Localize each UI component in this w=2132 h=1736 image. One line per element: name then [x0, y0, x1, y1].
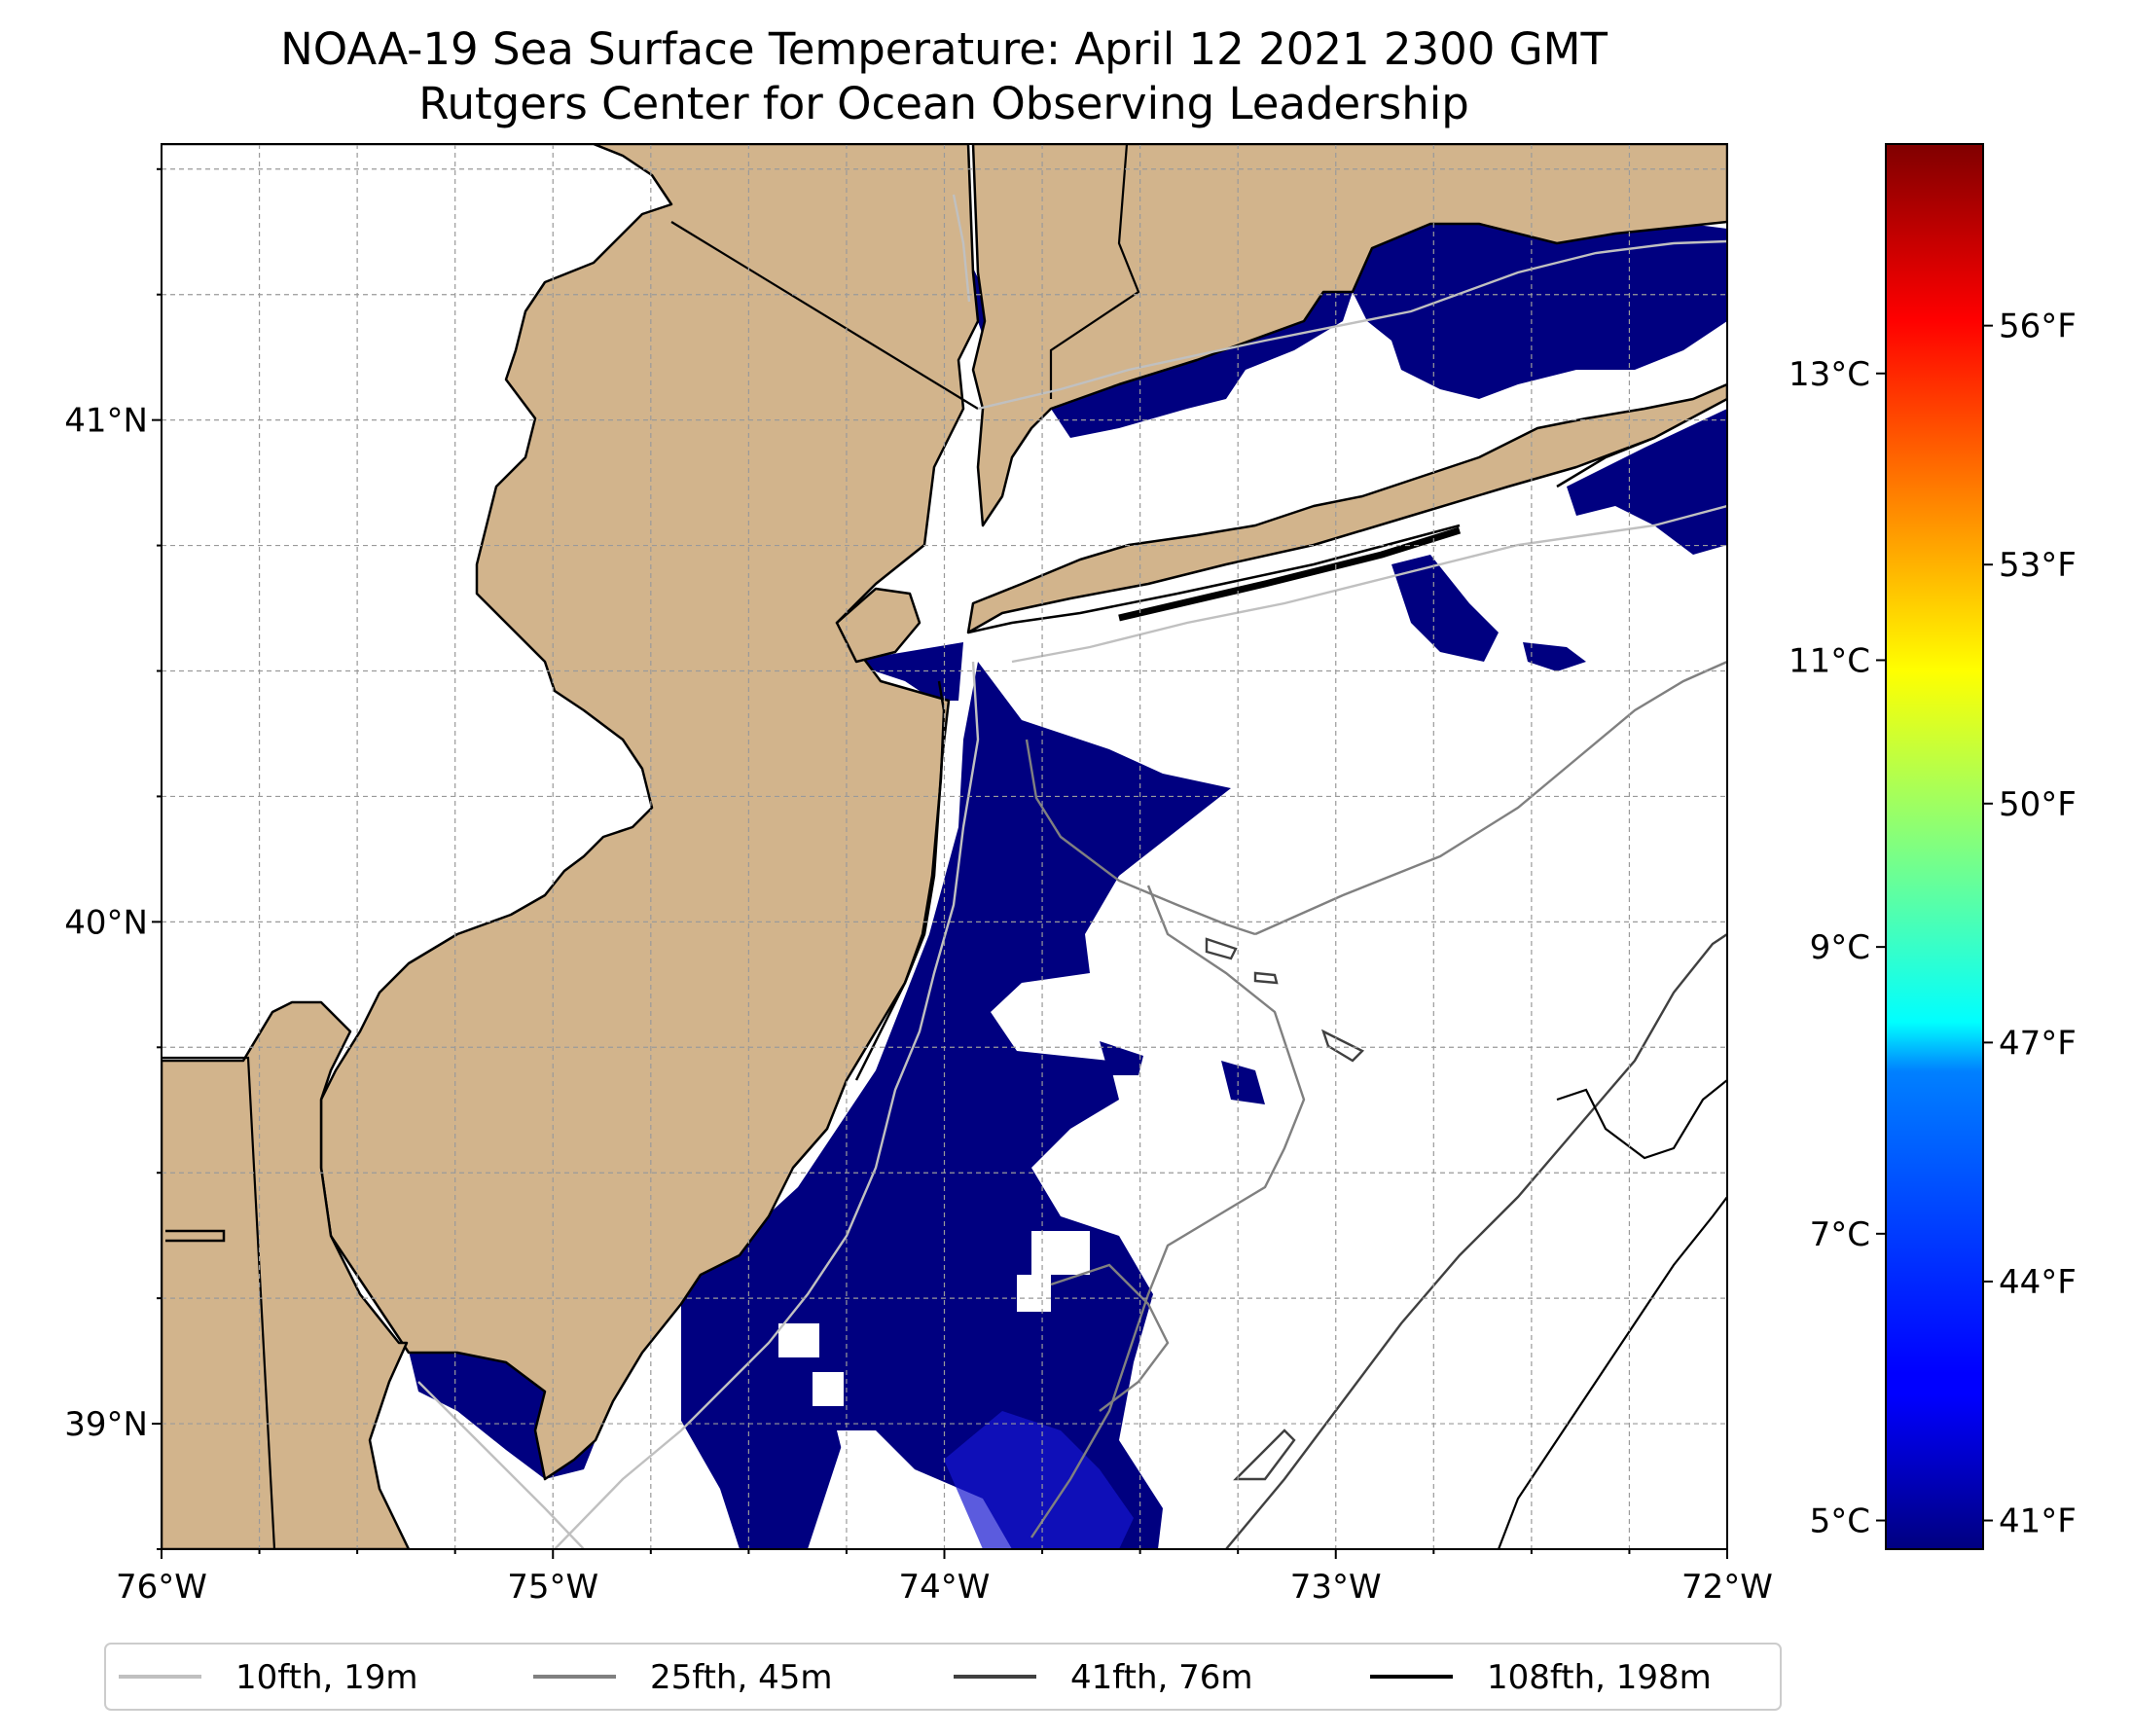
latitude-axis: 39°N 40°N 41°N — [64, 167, 162, 1550]
x-tick-label: 73°W — [1290, 1568, 1382, 1607]
colorbar: 5°C 7°C 9°C 11°C 13°C 41°F 44°F 47°F 50°F 53°F 56… — [1789, 143, 2077, 1550]
legend: 10fth, 19m 25fth, 45m 41fth, 76m 108fth, 19… — [104, 1643, 1782, 1711]
fahrenheit-tick-label: 53°F — [1999, 546, 2077, 585]
long-island-sound-cold-water — [1051, 292, 1353, 438]
warmer-sst-patch — [944, 1411, 1134, 1549]
y-tick-label: 39°N — [64, 1405, 148, 1444]
y-tick-label: 40°N — [64, 903, 148, 942]
fahrenheit-tick-label: 56°F — [1999, 307, 2077, 346]
legend-box — [104, 1643, 1782, 1711]
fahrenheit-tick-label: 44°F — [1999, 1263, 2077, 1302]
celsius-tick-label: 13°C — [1789, 355, 1870, 394]
celsius-tick-label: 11°C — [1789, 641, 1870, 680]
bathymetry-25fth — [1025, 660, 1727, 1538]
celsius-tick-label: 5°C — [1810, 1502, 1870, 1541]
colorbar-fahrenheit-axis: 41°F 44°F 47°F 50°F 53°F 56°F — [1983, 307, 2077, 1541]
x-tick-label: 75°W — [507, 1568, 598, 1607]
bathymetry-10fth — [417, 194, 1727, 1549]
offshore-patch-4 — [1221, 1061, 1265, 1104]
land-layer — [162, 144, 1727, 1549]
land-long-island — [966, 382, 1727, 634]
y-tick-label: 41°N — [64, 402, 148, 441]
offshore-patch-2 — [1523, 642, 1586, 671]
offshore-ne-cold-water — [1567, 409, 1727, 555]
offshore-patch-1 — [1391, 555, 1499, 662]
bathymetry-41fth — [1205, 933, 1727, 1549]
colorbar-celsius-axis: 5°C 7°C 9°C 11°C 13°C — [1789, 355, 1886, 1541]
legend-label: 10fth, 19m — [235, 1658, 418, 1697]
de-md-border — [162, 1056, 276, 1549]
land-new-york — [971, 144, 1727, 527]
x-tick-label: 72°W — [1681, 1568, 1773, 1607]
ny-ct-border — [1049, 144, 1140, 399]
legend-label: 25fth, 45m — [650, 1658, 833, 1697]
cloud-gaps — [778, 1231, 1090, 1469]
map-title: NOAA-19 Sea Surface Temperature: April 1… — [280, 23, 1608, 75]
x-tick-label: 76°W — [116, 1568, 207, 1607]
map-subtitle: Rutgers Center for Ocean Observing Leade… — [418, 78, 1469, 129]
legend-label: 41fth, 76m — [1070, 1658, 1253, 1697]
colorbar-gradient — [1885, 143, 1984, 1550]
legend-label: 108fth, 198m — [1487, 1658, 1712, 1697]
fahrenheit-tick-label: 41°F — [1999, 1502, 2077, 1541]
offshore-patch-3 — [1100, 1041, 1143, 1075]
long-island-sound-east-cold-water — [1353, 222, 1727, 399]
celsius-tick-label: 9°C — [1810, 928, 1870, 967]
coastline-features — [165, 436, 1655, 1243]
state-borders — [162, 144, 1140, 1549]
fahrenheit-tick-label: 50°F — [1999, 785, 2077, 824]
celsius-tick-label: 7°C — [1810, 1215, 1870, 1254]
bathymetry-108fth — [1497, 1079, 1727, 1549]
ny-nj-border — [670, 221, 979, 410]
longitude-axis: 76°W 75°W 74°W 73°W 72°W — [116, 1549, 1773, 1607]
gridlines — [162, 144, 1727, 1549]
barrier-island-south-shore — [1118, 526, 1462, 622]
land-staten-island — [835, 587, 921, 664]
land-delmarva — [162, 1000, 411, 1549]
fahrenheit-tick-label: 47°F — [1999, 1024, 2077, 1063]
x-tick-label: 74°W — [899, 1568, 991, 1607]
